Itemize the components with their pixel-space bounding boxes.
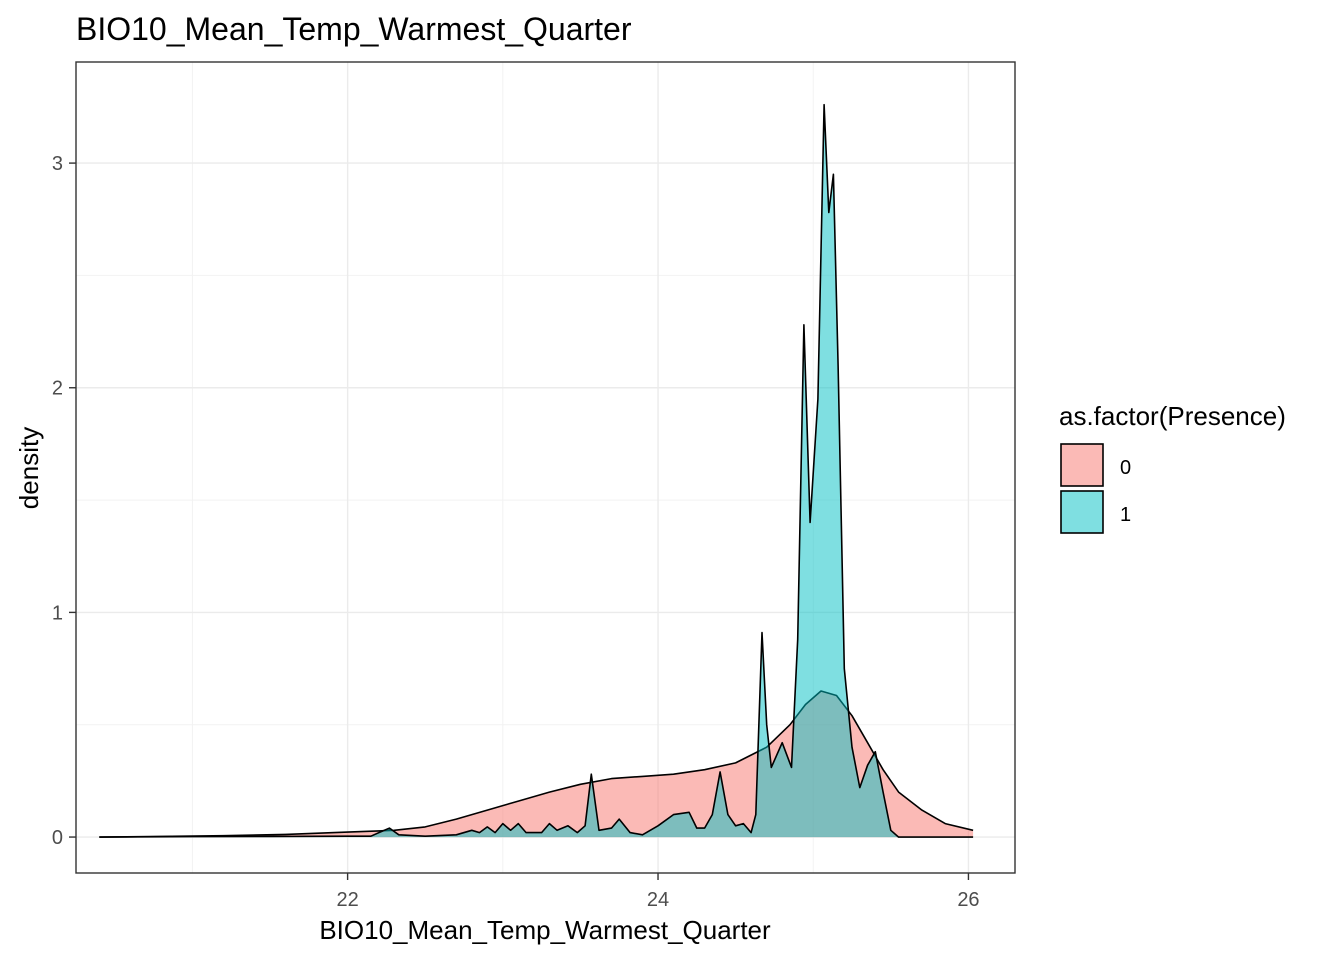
density-area-0	[99, 691, 974, 838]
legend-label-1: 1	[1120, 504, 1131, 526]
density-line-1	[99, 103, 974, 838]
density-line-0	[99, 690, 974, 838]
legend-title: as.factor(Presence)	[1059, 401, 1286, 431]
panel-border	[75, 61, 1016, 874]
density-areas	[99, 103, 974, 838]
plot-panel	[75, 61, 1016, 874]
panel-background	[76, 62, 1015, 873]
legend-label-0: 0	[1120, 457, 1131, 479]
x-tick-label: 26	[957, 889, 979, 911]
legend-key-0	[1060, 443, 1104, 487]
x-tick-label: 24	[647, 889, 669, 911]
y-axis: 0 1 2 3	[52, 153, 76, 849]
legend-key-1	[1060, 490, 1104, 534]
legend: as.factor(Presence) 0 1	[1059, 401, 1286, 534]
y-tick-label: 0	[52, 827, 63, 849]
x-tick-label: 22	[336, 889, 358, 911]
y-tick-label: 2	[52, 378, 63, 400]
x-axis: 22 24 26	[336, 873, 980, 911]
y-tick-label: 1	[52, 602, 63, 624]
chart-title: BIO10_Mean_Temp_Warmest_Quarter	[76, 11, 632, 47]
x-axis-title: BIO10_Mean_Temp_Warmest_Quarter	[319, 915, 771, 945]
y-axis-title: density	[14, 427, 44, 509]
y-tick-label: 3	[52, 153, 63, 175]
